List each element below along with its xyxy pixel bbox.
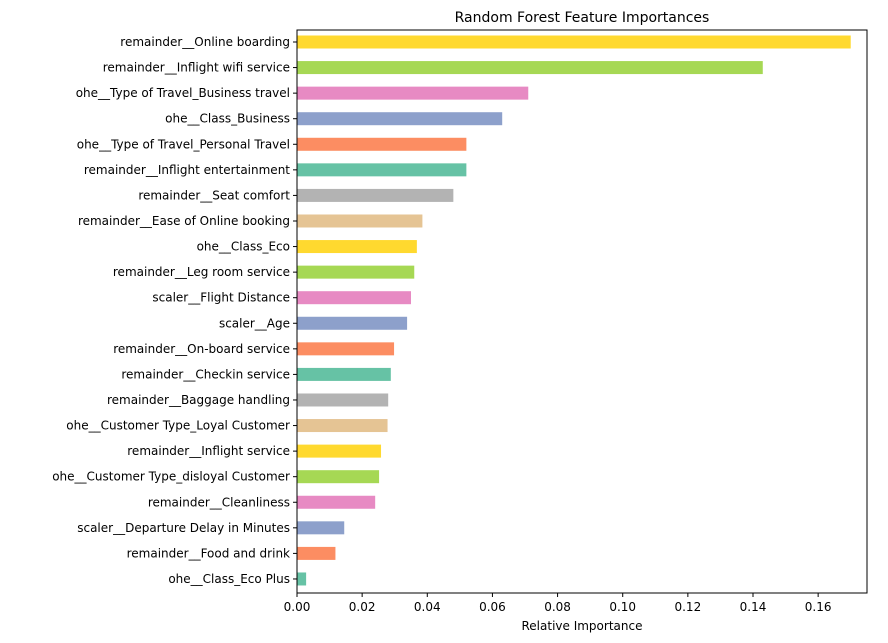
bar — [297, 188, 454, 202]
x-tick-label: 0.14 — [740, 600, 767, 614]
bar — [297, 61, 763, 75]
y-tick-label: ohe__Customer Type_disloyal Customer — [52, 470, 290, 484]
x-tick-label: 0.16 — [805, 600, 832, 614]
y-tick-label: ohe__Class_Eco — [197, 240, 290, 254]
bar — [297, 137, 467, 151]
bar — [297, 393, 389, 407]
x-tick-label: 0.08 — [544, 600, 571, 614]
bar — [297, 214, 423, 228]
bar — [297, 163, 467, 177]
x-tick-label: 0.00 — [284, 600, 311, 614]
bar — [297, 470, 380, 484]
y-tick-label: remainder__Leg room service — [113, 265, 290, 279]
bar — [297, 495, 376, 509]
bar — [297, 572, 307, 586]
y-tick-label: remainder__Inflight wifi service — [103, 61, 290, 75]
bar — [297, 35, 851, 49]
bar — [297, 521, 345, 535]
y-tick-label: remainder__Inflight service — [127, 444, 290, 458]
y-tick-label: remainder__Cleanliness — [148, 495, 290, 509]
y-tick-label: ohe__Type of Travel_Personal Travel — [77, 137, 290, 151]
bar — [297, 367, 391, 381]
bar — [297, 86, 529, 100]
y-tick-label: scaler__Flight Distance — [152, 291, 290, 305]
x-ticks: 0.00 0.02 0.04 0.06 0.08 0.10 0.12 0.14 0.16 — [284, 593, 832, 614]
bar — [297, 546, 336, 560]
y-tick-label: remainder__Checkin service — [121, 367, 290, 381]
y-tick-label: remainder__Baggage handling — [107, 393, 290, 407]
y-tick-label: scaler__Age — [219, 316, 290, 330]
x-axis-label: Relative Importance — [522, 619, 643, 633]
y-tick-label: remainder__Food and drink — [127, 546, 290, 560]
y-tick-label: ohe__Type of Travel_Business travel — [76, 86, 290, 100]
y-tick-label: remainder__Inflight entertainment — [84, 163, 290, 177]
bar — [297, 419, 388, 433]
bars-group — [297, 35, 851, 586]
y-tick-label: ohe__Class_Eco Plus — [168, 572, 290, 586]
bar — [297, 444, 382, 458]
plot-frame — [296, 29, 868, 594]
x-tick-label: 0.10 — [609, 600, 636, 614]
bar — [297, 112, 503, 126]
y-tick-label: remainder__Seat comfort — [138, 188, 290, 202]
y-tick-label: remainder__On-board service — [113, 342, 290, 356]
bar — [297, 265, 415, 279]
x-tick-label: 0.12 — [674, 600, 701, 614]
chart-title: Random Forest Feature Importances — [455, 10, 710, 26]
y-tick-label: ohe__Class_Business — [165, 112, 290, 126]
bar — [297, 316, 408, 330]
x-tick-label: 0.06 — [479, 600, 506, 614]
y-tick-label: remainder__Online boarding — [120, 35, 290, 49]
y-tick-label: remainder__Ease of Online booking — [78, 214, 290, 228]
y-tick-label: ohe__Customer Type_Loyal Customer — [66, 419, 290, 433]
bar — [297, 240, 417, 254]
bar — [297, 291, 411, 305]
x-tick-label: 0.04 — [414, 600, 441, 614]
x-tick-label: 0.02 — [349, 600, 376, 614]
y-tick-label: scaler__Departure Delay in Minutes — [77, 521, 290, 535]
bar — [297, 342, 395, 356]
y-tick-labels: remainder__Online boarding remainder__Inf… — [52, 35, 297, 586]
